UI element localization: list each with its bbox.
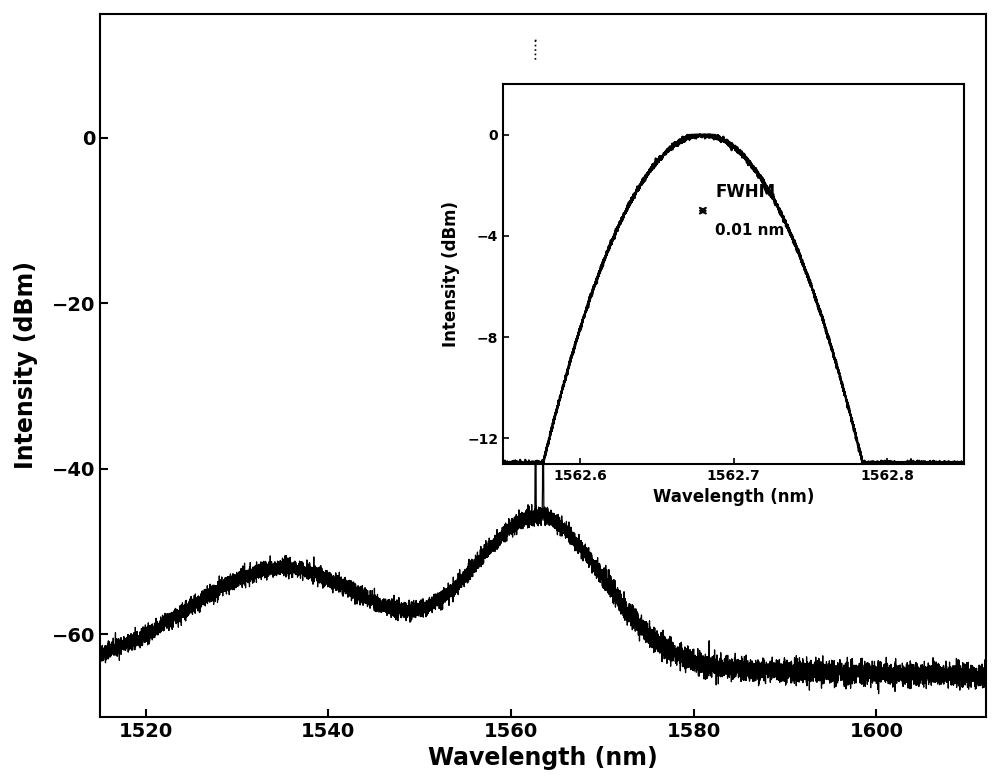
X-axis label: Wavelength (nm): Wavelength (nm) [428, 746, 658, 770]
Y-axis label: Intensity (dBm): Intensity (dBm) [14, 261, 38, 470]
